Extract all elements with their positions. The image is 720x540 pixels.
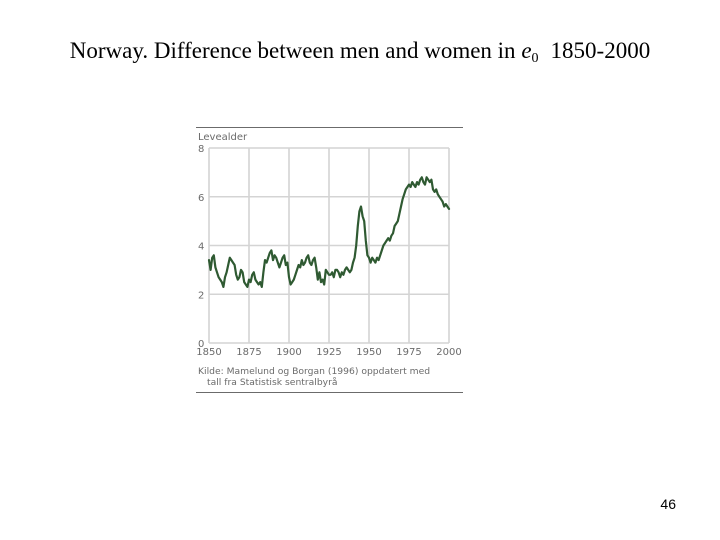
y-tick-label-6: 6 (198, 193, 204, 204)
life-expectancy-difference-chart: Levealder 1850 1875 1900 1925 1950 1975 2000 0 2… (196, 127, 463, 393)
y-tick-label-4: 4 (198, 242, 204, 253)
x-tick-label-1950: 1950 (356, 347, 381, 358)
y-axis-label: Levealder (198, 132, 248, 143)
source-line-2: tall fra Statistisk sentralbyrå (207, 377, 338, 388)
x-tick-label-1850: 1850 (196, 347, 221, 358)
chart-grid (208, 147, 450, 344)
series-line (207, 176, 451, 288)
y-tick-label-8: 8 (198, 144, 204, 155)
y-tick-label-2: 2 (198, 290, 204, 301)
x-tick-label-1875: 1875 (236, 347, 261, 358)
x-tick-label-1900: 1900 (276, 347, 301, 358)
title-subscript: 0 (531, 51, 539, 66)
source-line-1: Kilde: Mamelund og Borgan (1996) oppdate… (198, 366, 430, 377)
title-variable: e (521, 38, 532, 63)
y-tick-label-0: 0 (198, 339, 204, 350)
chart-tick-labels: 1850 1875 1900 1925 1950 1975 2000 0 2 4 6 8 (196, 144, 461, 358)
page-number: 46 (660, 496, 676, 512)
x-tick-label-1975: 1975 (396, 347, 421, 358)
title-years: 1850-2000 (550, 38, 651, 63)
title-main: Norway. Difference between men and women… (69, 38, 522, 63)
x-tick-label-1925: 1925 (316, 347, 341, 358)
slide-title: Norway. Difference between men and women… (0, 38, 720, 67)
x-tick-label-2000: 2000 (436, 347, 461, 358)
